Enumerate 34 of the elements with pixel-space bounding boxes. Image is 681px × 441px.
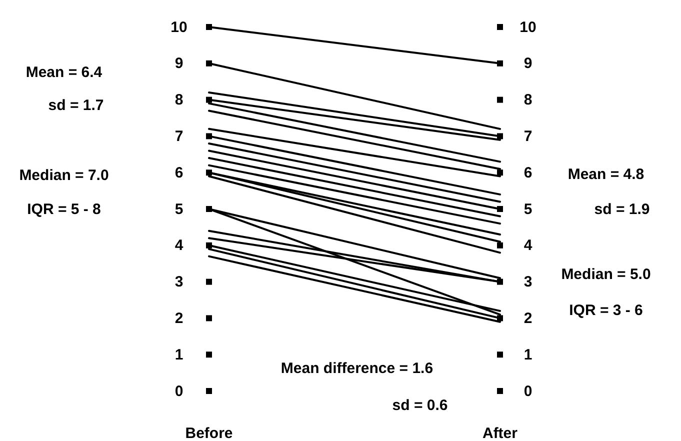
annotation: IQR = 5 - 8	[27, 201, 101, 218]
x-tick-label: Before	[185, 425, 233, 441]
annotation: sd = 1.7	[48, 97, 104, 114]
y-tick-label: 1	[174, 346, 184, 364]
y-tick-label: 10	[170, 18, 188, 36]
x-tick-label: After	[482, 425, 518, 441]
y2-tick-label: 0	[524, 382, 532, 400]
y2-tick-label: 1	[524, 346, 532, 364]
annotation: IQR = 3 - 6	[569, 302, 643, 319]
y2-tick-label: 8	[524, 92, 532, 109]
annotation: Mean difference = 1.6	[280, 360, 434, 377]
annotation: Median = 7.0	[19, 167, 109, 184]
y-tick-label: 3	[174, 274, 184, 291]
y-tick-label: 7	[174, 128, 184, 145]
y-tick-label: 0	[174, 382, 184, 400]
y2-tick-label: 9	[524, 55, 532, 72]
y-tick-label: 2	[174, 310, 184, 327]
annotation: sd = 1.9	[594, 201, 650, 218]
y2-tick-label: 7	[524, 128, 532, 145]
y2-tick-label: 3	[524, 274, 532, 291]
y-tick-label: 8	[174, 92, 184, 109]
annotation: Mean = 4.8	[568, 166, 644, 183]
y2-tick-label: 5	[524, 200, 532, 218]
y2-tick-label: 10	[520, 18, 536, 36]
text: sd = 0.6	[392, 397, 448, 414]
annotation: Median = 5.0	[561, 266, 651, 283]
y2-tick-label: 2	[524, 310, 532, 327]
annotation: Mean = 6.4	[26, 64, 103, 81]
y2-tick-label: 4	[524, 237, 533, 254]
y2-tick-label: 6	[524, 164, 532, 182]
y-tick-label: 5	[174, 200, 184, 218]
y-tick-label: 4	[174, 237, 184, 254]
y-tick-label: 9	[174, 55, 184, 72]
y-tick-label: 6	[174, 164, 184, 182]
